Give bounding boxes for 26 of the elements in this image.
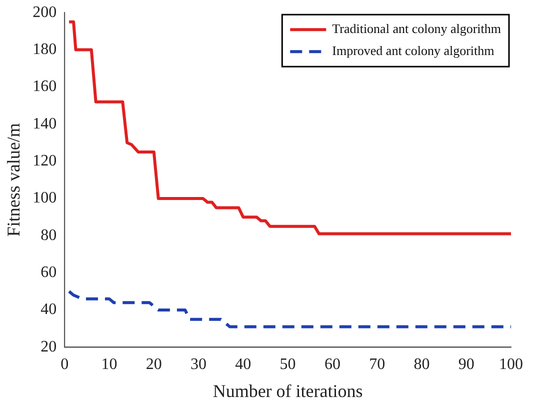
x-tick-label: 70: [369, 356, 386, 374]
line-series: [68, 290, 511, 328]
x-tick-label: 0: [60, 356, 69, 374]
x-tick-label: 20: [146, 356, 162, 374]
y-tick-label: 120: [32, 152, 57, 170]
x-tick-label: 80: [414, 356, 430, 374]
x-tick-label: 40: [235, 356, 252, 374]
y-tick-label: 20: [40, 338, 57, 356]
x-tick-label: 100: [499, 356, 523, 374]
y-tick-label: 40: [40, 301, 57, 318]
legend-label: Improved ant colony algorithm: [332, 43, 494, 58]
y-tick-label: 100: [32, 190, 57, 207]
y-tick-label: 60: [40, 264, 57, 282]
y-tick-label: 180: [32, 40, 57, 58]
y-tick-label: 140: [32, 115, 57, 132]
y-tick-label: 80: [40, 226, 57, 244]
x-axis-title: Number of iterations: [212, 380, 363, 401]
x-tick-label: 30: [190, 356, 207, 374]
y-tick-label: 160: [32, 78, 57, 96]
y-tick-label: 200: [32, 4, 57, 21]
x-tick-label: 10: [101, 356, 118, 374]
x-tick-label: 60: [324, 356, 340, 374]
x-tick-label: 90: [458, 356, 474, 374]
legend-label: Traditional ant colony algorithm: [332, 21, 502, 36]
x-tick-label: 50: [280, 356, 296, 374]
y-axis-title: Fitness value/m: [4, 123, 24, 237]
